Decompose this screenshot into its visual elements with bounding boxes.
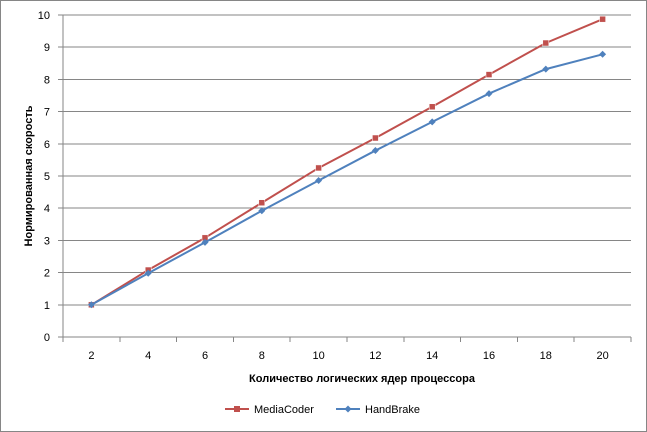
series-line-mediacoder [90,18,603,306]
x-tick-label-18: 18 [540,350,552,362]
data-point-mediacoder-10 [315,164,322,172]
y-tick-label-4: 4 [44,203,50,215]
data-point-handbrake-6 [201,238,209,246]
y-tick-label-7: 7 [44,107,50,119]
x-tick-label-8: 8 [259,350,265,362]
data-point-mediacoder-16 [485,71,493,78]
legend-label-handbrake: HandBrake [365,404,420,416]
data-point-mediacoder-8 [258,199,266,206]
y-tick-label-3: 3 [44,235,50,247]
y-axis-title: Нормированная скорость [23,105,35,246]
y-tick-label-9: 9 [44,42,50,54]
x-tick-label-14: 14 [426,350,438,362]
x-tick-label-16: 16 [483,350,495,362]
data-point-mediacoder-14 [428,103,436,111]
x-axis-title: Количество логических ядер процессора [249,373,476,385]
data-point-handbrake-16 [485,90,493,98]
legend-marker-mediacoder [234,406,240,412]
y-tick-label-1: 1 [44,300,50,312]
y-tick-label-2: 2 [44,268,50,280]
x-tick-label-10: 10 [312,350,324,362]
x-tick-label-12: 12 [369,350,381,362]
data-point-handbrake-4 [144,269,152,277]
data-point-mediacoder-20 [599,15,606,23]
y-tick-label-6: 6 [44,139,50,151]
x-tick-label-20: 20 [596,350,608,362]
data-point-handbrake-2 [87,301,95,309]
data-point-mediacoder-18 [542,39,550,47]
y-tick-label-10: 10 [38,10,50,22]
x-tick-label-6: 6 [202,350,208,362]
data-point-mediacoder-12 [372,134,379,142]
legend-label-mediacoder: MediaCoder [254,404,314,416]
y-tick-label-0: 0 [44,332,50,344]
x-tick-label-4: 4 [145,350,151,362]
data-point-handbrake-10 [315,177,323,185]
data-point-handbrake-8 [258,207,266,215]
x-tick-label-2: 2 [88,350,94,362]
data-point-handbrake-20 [599,50,607,58]
data-point-handbrake-12 [371,147,379,155]
data-point-handbrake-14 [428,118,436,126]
data-point-handbrake-18 [542,65,550,73]
y-tick-label-5: 5 [44,171,50,183]
y-tick-label-8: 8 [44,74,50,86]
series-line-handbrake [90,53,603,306]
legend-marker-handbrake [344,405,352,413]
